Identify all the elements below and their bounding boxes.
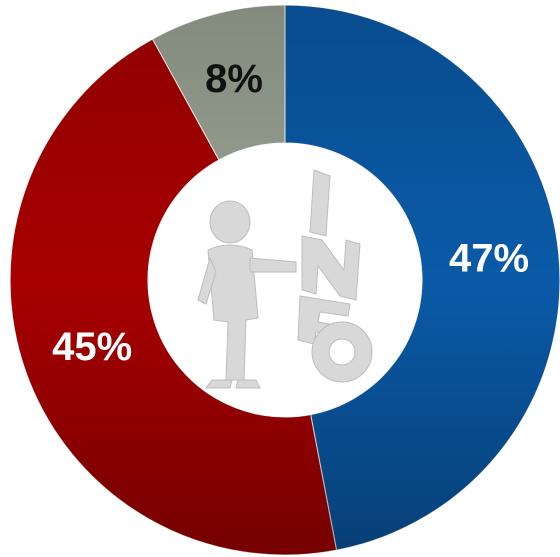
data-label: 45% bbox=[52, 325, 132, 369]
data-label: 8% bbox=[205, 57, 263, 101]
center-circle bbox=[148, 143, 422, 417]
data-label: 47% bbox=[449, 236, 529, 280]
info-illustration bbox=[197, 169, 373, 389]
